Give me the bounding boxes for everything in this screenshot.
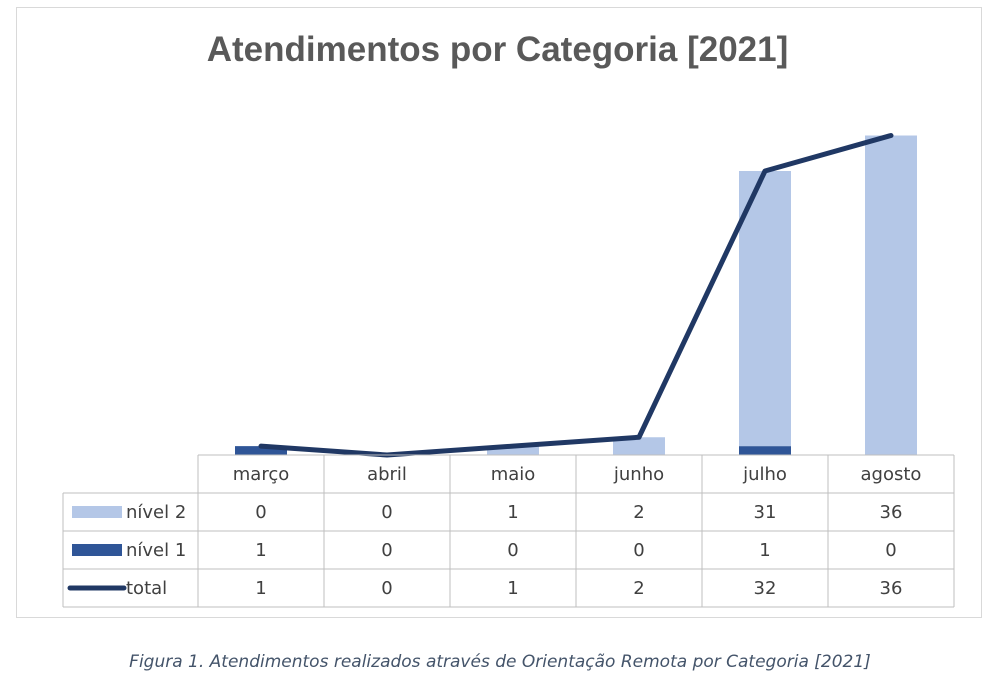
data-label-total-maio: 1 xyxy=(507,578,518,599)
bar-nivel-2-agosto xyxy=(865,135,917,455)
chart-plot: março abril maio junho julho agosto nível 2 0 0 1… xyxy=(62,133,955,608)
data-label-nivel-1-agosto: 0 xyxy=(885,540,896,561)
tick-label-marco: março xyxy=(233,464,289,485)
figure-caption: Figura 1. Atendimentos realizados atravé… xyxy=(129,652,871,672)
bar-nivel-1-marco xyxy=(235,446,287,455)
legend-key-nivel-2 xyxy=(72,506,122,518)
bar-nivel-2-maio xyxy=(487,446,539,455)
tick-label-maio: maio xyxy=(491,464,536,485)
data-label-nivel-1-abril: 0 xyxy=(381,540,392,561)
data-label-nivel-1-junho: 0 xyxy=(633,540,644,561)
data-label-total-julho: 32 xyxy=(754,578,777,599)
data-label-nivel-1-julho: 1 xyxy=(759,540,770,561)
data-label-nivel-2-marco: 0 xyxy=(255,502,266,523)
data-label-nivel-2-abril: 0 xyxy=(381,502,392,523)
data-label-nivel-1-marco: 1 xyxy=(255,540,266,561)
legend-key-nivel-1 xyxy=(72,544,122,556)
data-label-nivel-1-maio: 0 xyxy=(507,540,518,561)
line-total xyxy=(258,133,894,458)
legend-label-nivel-2: nível 2 xyxy=(126,502,186,523)
tick-label-abril: abril xyxy=(367,464,407,485)
bar-nivel-2-junho xyxy=(613,437,665,455)
chart-frame xyxy=(16,7,982,618)
data-label-total-abril: 0 xyxy=(381,578,392,599)
data-label-total-marco: 1 xyxy=(255,578,266,599)
tick-label-junho: junho xyxy=(613,464,664,485)
bar-nivel-1-julho xyxy=(739,446,791,455)
legend-label-total: total xyxy=(126,578,167,599)
data-label-nivel-2-julho: 31 xyxy=(754,502,777,523)
legend-label-nivel-1: nível 1 xyxy=(126,540,186,561)
data-label-nivel-2-junho: 2 xyxy=(633,502,644,523)
data-label-total-junho: 2 xyxy=(633,578,644,599)
data-label-nivel-2-maio: 1 xyxy=(507,502,518,523)
data-label-nivel-2-agosto: 36 xyxy=(880,502,903,523)
tick-label-agosto: agosto xyxy=(861,464,922,485)
data-label-total-agosto: 36 xyxy=(880,578,903,599)
tick-label-julho: julho xyxy=(742,464,787,485)
chart-title: Atendimentos por Categoria [2021] xyxy=(206,30,789,69)
bar-nivel-2-julho xyxy=(739,171,791,447)
